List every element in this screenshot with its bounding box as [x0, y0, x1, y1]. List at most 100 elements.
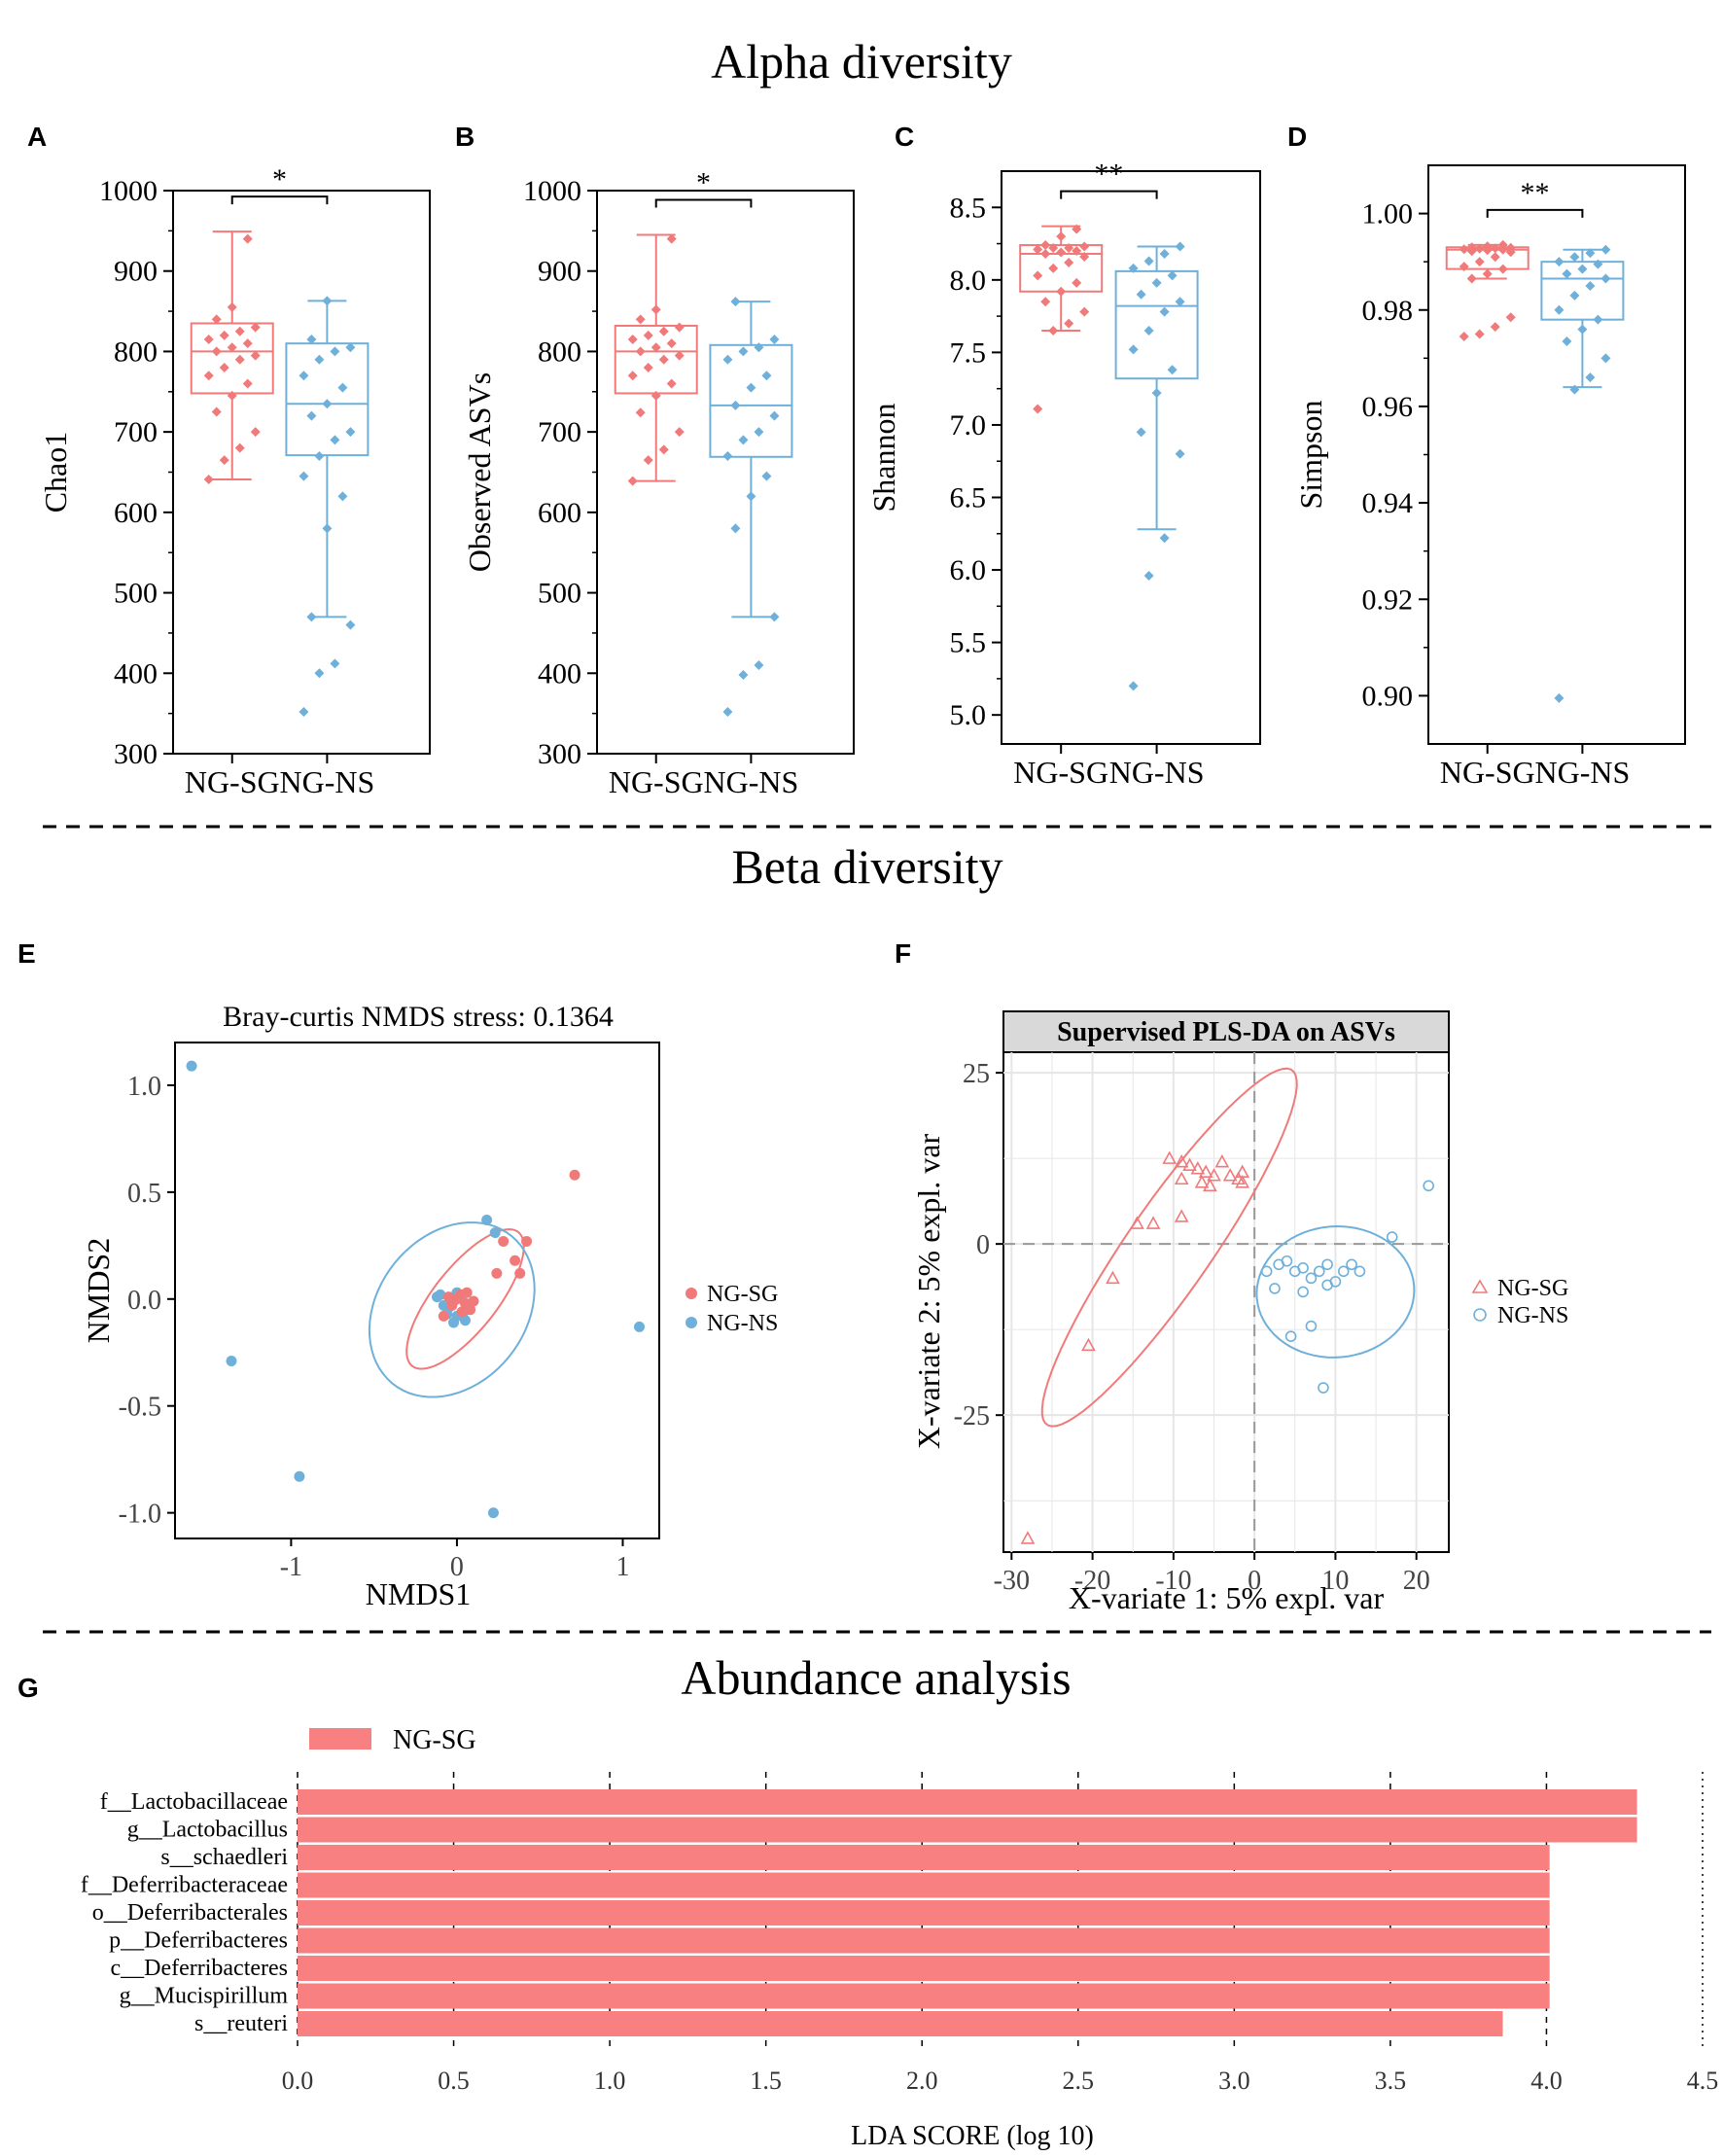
bar-category-label: g__Mucispirillum	[120, 1984, 289, 2009]
data-point	[666, 378, 677, 389]
data-point	[1064, 318, 1074, 329]
y-tick-label: 5.0	[950, 699, 987, 731]
x-tick-label: 0	[450, 1552, 464, 1582]
data-point	[1175, 297, 1185, 307]
data-point	[514, 1267, 526, 1279]
data-point	[1128, 681, 1139, 691]
data-point	[738, 669, 749, 680]
data-point	[211, 314, 222, 325]
data-point	[1313, 1265, 1325, 1278]
data-point	[746, 382, 756, 393]
data-point	[1056, 286, 1067, 297]
data-point	[738, 346, 749, 357]
data-point	[722, 706, 733, 717]
data-point	[456, 1306, 468, 1318]
data-point	[1033, 244, 1043, 255]
data-point	[322, 296, 333, 306]
data-point	[1269, 1283, 1281, 1294]
data-point	[1459, 244, 1469, 255]
box	[1114, 269, 1199, 380]
data-point	[1198, 1164, 1213, 1179]
x-tick-label: NG-SG	[609, 764, 704, 799]
bar-category-label: p__Deferribacteres	[109, 1928, 288, 1954]
data-point	[666, 338, 677, 349]
y-tick-label: 0.98	[1362, 295, 1414, 327]
data-point	[1079, 241, 1090, 252]
data-point	[234, 326, 245, 336]
data-point	[203, 474, 214, 484]
data-point	[491, 1267, 503, 1279]
x-tick-label: NG-NS	[1109, 755, 1205, 790]
x-tick-label: 0.0	[282, 2067, 314, 2095]
data-point	[1354, 1265, 1366, 1278]
data-point	[1281, 1255, 1293, 1267]
y-tick-label: 700	[538, 416, 581, 448]
data-point	[1569, 252, 1580, 263]
y-tick-label: 900	[114, 256, 158, 288]
data-point	[337, 491, 348, 502]
data-point	[1482, 241, 1493, 252]
data-point	[1562, 268, 1572, 279]
data-point	[299, 371, 309, 381]
x-axis-label: X-variate 1: 5% expl. var	[1069, 1580, 1385, 1615]
x-tick-label: NG-NS	[704, 764, 799, 799]
confidence-ellipse	[1040, 1067, 1298, 1428]
data-point	[1143, 571, 1154, 582]
data-point	[337, 382, 348, 393]
data-point	[448, 1295, 460, 1307]
data-point	[294, 1470, 305, 1482]
data-point	[1214, 1153, 1230, 1168]
data-point	[674, 427, 685, 438]
data-point	[1600, 244, 1611, 255]
y-tick-label: 7.0	[950, 409, 987, 442]
y-tick-label: 400	[114, 657, 158, 689]
data-point	[1554, 304, 1565, 315]
data-point	[1554, 692, 1565, 703]
y-tick-label: 1.00	[1362, 198, 1414, 230]
data-point	[438, 1310, 449, 1322]
x-tick-label: 0	[1248, 1566, 1261, 1596]
legend-swatch	[309, 1728, 371, 1750]
observed-asvs-boxplot: B 300 400 500 600 700 800 900 1000 Observed ASVs N…	[455, 122, 855, 799]
data-point	[722, 354, 733, 365]
lda-bar	[298, 1872, 1550, 1898]
lda-bar	[298, 1956, 1550, 1981]
data-point	[1490, 252, 1500, 263]
x-tick-label: -10	[1155, 1566, 1191, 1596]
data-point	[1040, 248, 1051, 259]
data-point	[1346, 1258, 1357, 1271]
data-point	[1182, 1157, 1197, 1171]
data-point	[242, 233, 253, 244]
data-point	[481, 1214, 493, 1225]
data-point	[730, 297, 741, 307]
data-point	[730, 400, 741, 410]
data-point	[250, 427, 261, 438]
data-point	[754, 427, 764, 438]
confidence-ellipse	[368, 1221, 536, 1398]
abundance-analysis-title: Abundance analysis	[681, 1650, 1071, 1705]
x-tick-label: NG-SG	[1440, 755, 1535, 790]
data-point	[1151, 388, 1162, 399]
data-point	[674, 322, 685, 333]
data-point	[1577, 264, 1588, 274]
data-point	[1497, 264, 1508, 274]
data-point	[1207, 1168, 1221, 1182]
lda-bar	[298, 1983, 1550, 2009]
data-point	[1569, 290, 1580, 300]
data-point	[658, 444, 669, 455]
y-tick-label: 400	[538, 657, 581, 689]
data-point	[1106, 1270, 1120, 1285]
data-point	[1459, 262, 1469, 272]
box	[1540, 261, 1625, 321]
data-point	[769, 335, 780, 345]
data-point	[1159, 306, 1170, 317]
data-point	[722, 450, 733, 461]
x-tick-label: -1	[280, 1552, 302, 1582]
legend-label: NG-SG	[1497, 1276, 1568, 1301]
data-point	[1159, 248, 1170, 259]
y-axis-label: Simpson	[1293, 400, 1328, 509]
data-point	[1585, 280, 1596, 291]
y-axis-label: X-variate 2: 5% expl. var	[911, 1134, 946, 1450]
significance-bracket	[1486, 208, 1584, 218]
data-point	[487, 1507, 499, 1519]
